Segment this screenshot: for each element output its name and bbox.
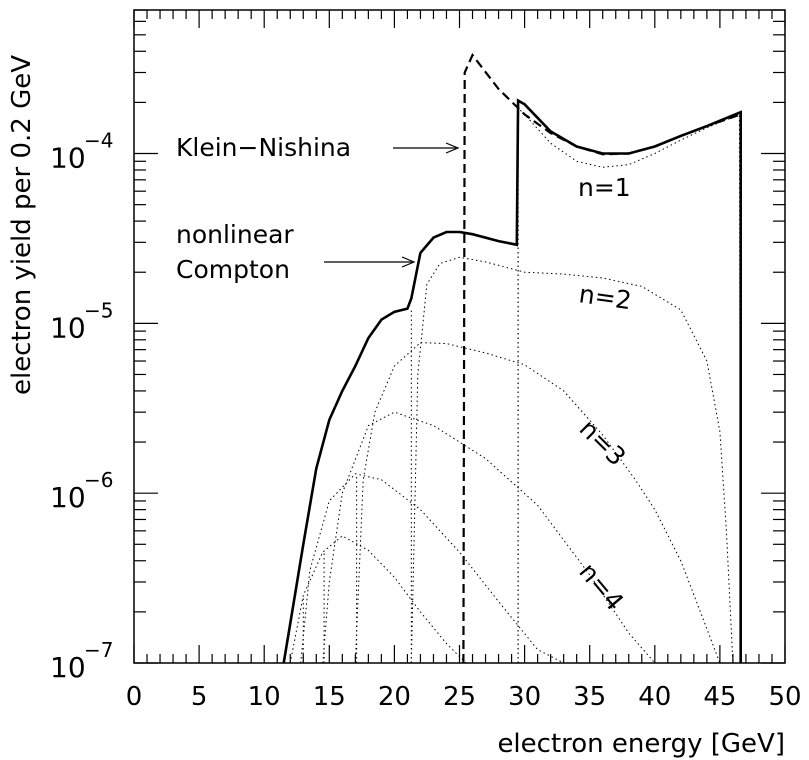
curves bbox=[282, 52, 742, 664]
y-tick-exponent: −4 bbox=[84, 129, 113, 153]
curve-n-2 bbox=[410, 256, 734, 664]
axis-ticks bbox=[133, 9, 786, 664]
x-tick-label: 45 bbox=[703, 682, 736, 712]
x-tick-label: 25 bbox=[443, 682, 476, 712]
annotation-klein-nishina: Klein−Nishina bbox=[176, 133, 351, 162]
annotation-compton: Compton bbox=[176, 255, 290, 284]
plot-frame bbox=[133, 9, 786, 664]
label-n4: n=4 bbox=[573, 557, 629, 616]
x-tick-label: 0 bbox=[126, 682, 143, 712]
x-tick-label: 5 bbox=[191, 682, 208, 712]
x-tick-label: 10 bbox=[248, 682, 281, 712]
y-tick-labels: 10−710−610−510−4 bbox=[50, 129, 113, 684]
curve-n-1 bbox=[517, 106, 742, 664]
y-tick-label: 10−7 bbox=[50, 638, 113, 684]
y-tick-base: 10 bbox=[50, 481, 86, 514]
y-tick-base: 10 bbox=[50, 651, 86, 684]
y-tick-label: 10−5 bbox=[50, 298, 113, 344]
curve-nonlinear-compton bbox=[282, 98, 742, 664]
x-tick-label: 40 bbox=[638, 682, 671, 712]
y-axis-label: electron yield per 0.2 GeV bbox=[7, 55, 37, 395]
label-n1: n=1 bbox=[578, 173, 631, 202]
y-tick-exponent: −6 bbox=[84, 468, 113, 492]
annotation-nonlinear: nonlinear bbox=[176, 220, 294, 249]
y-tick-base: 10 bbox=[50, 311, 86, 344]
y-tick-label: 10−6 bbox=[50, 468, 113, 514]
x-tick-label: 30 bbox=[508, 682, 541, 712]
x-tick-label: 50 bbox=[768, 682, 801, 712]
arrowhead-klein-nishina bbox=[445, 142, 460, 154]
y-tick-label: 10−4 bbox=[50, 129, 113, 175]
curve-n-6 bbox=[289, 535, 467, 664]
x-axis-label: electron energy [GeV] bbox=[497, 729, 785, 759]
x-tick-label: 35 bbox=[573, 682, 606, 712]
y-tick-base: 10 bbox=[50, 142, 86, 175]
curve-n-5 bbox=[300, 473, 564, 664]
curve-n-3 bbox=[354, 342, 721, 664]
label-n2: n=2 bbox=[577, 279, 633, 315]
x-tick-labels: 0 5 10 15 20 25 30 35 40 45 50 bbox=[126, 682, 802, 712]
y-tick-exponent: −5 bbox=[84, 298, 113, 322]
x-tick-label: 20 bbox=[378, 682, 411, 712]
dotted-vertical-lines bbox=[302, 100, 519, 663]
arrowhead-nonlinear-compton bbox=[401, 256, 416, 268]
x-tick-label: 15 bbox=[313, 682, 346, 712]
y-tick-exponent: −7 bbox=[84, 638, 113, 662]
label-n3: n=3 bbox=[574, 414, 632, 472]
